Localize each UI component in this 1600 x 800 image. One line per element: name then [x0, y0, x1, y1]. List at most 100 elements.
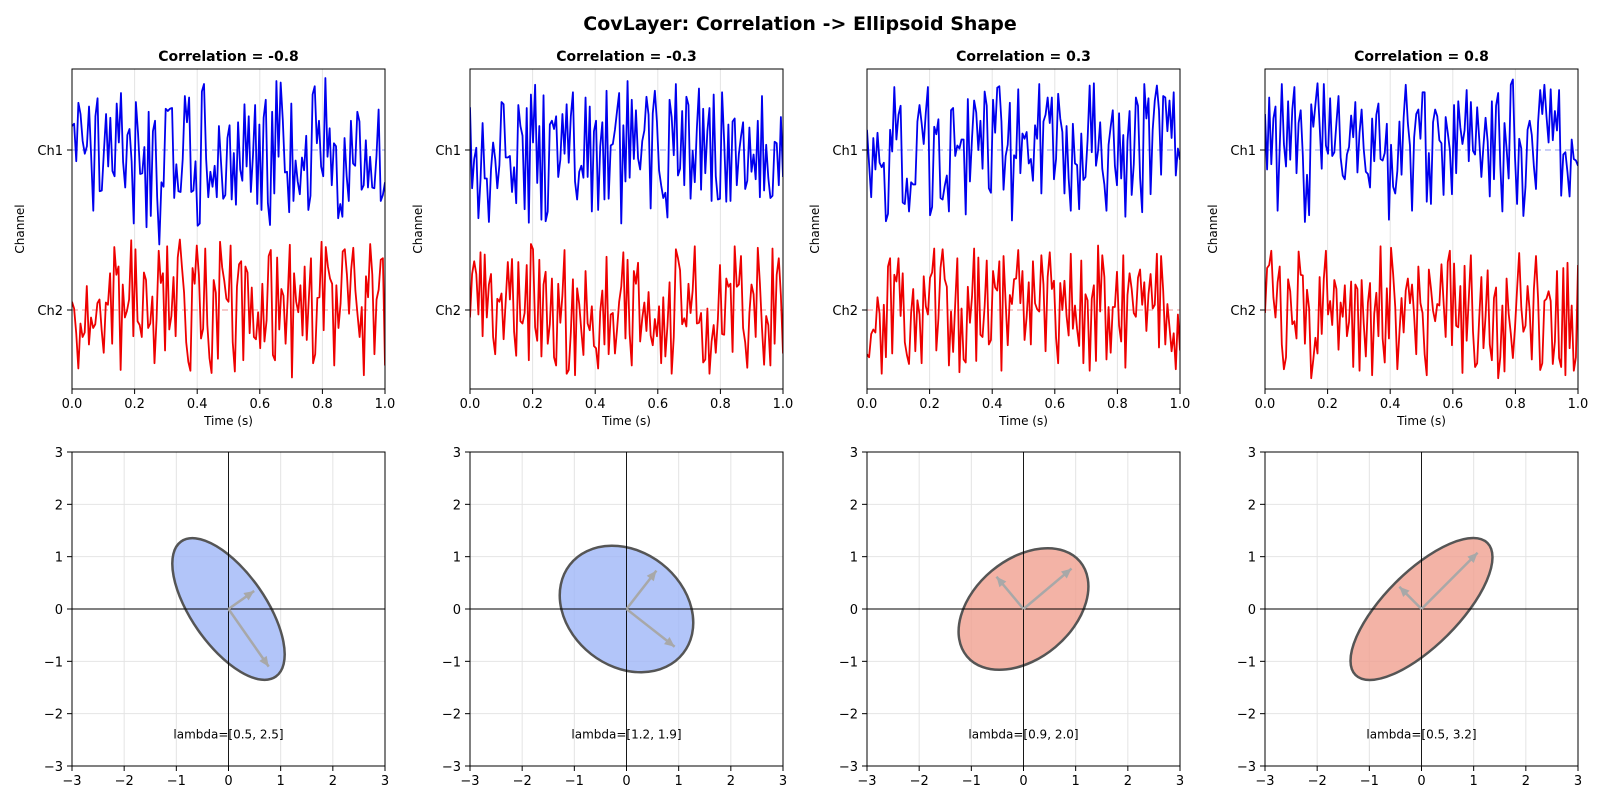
eigenvector-arrow — [1420, 551, 1479, 610]
y-tick-label: −2 — [839, 708, 858, 723]
ch2-signal-line — [470, 243, 783, 377]
arrow-head — [1467, 552, 1478, 563]
x-tick-label: 0 — [224, 774, 232, 789]
y-tick-label: 0 — [55, 603, 63, 618]
x-axis-label: Time (s) — [1396, 414, 1446, 428]
x-tick-label: −3 — [1255, 774, 1274, 789]
ch1-signal-line — [1265, 78, 1578, 223]
y-axis-label: Channel — [808, 204, 822, 253]
arrow-head — [243, 590, 255, 601]
x-tick-label: 0.0 — [857, 397, 878, 412]
x-tick-label: 1 — [1470, 774, 1478, 789]
figure-title: CovLayer: Correlation -> Ellipsoid Shape — [583, 13, 1016, 35]
ch2-signal-line — [1265, 245, 1578, 380]
ch1-signal-line — [72, 77, 385, 246]
y-axis-label: Channel — [411, 204, 425, 253]
x-tick-label: −3 — [62, 774, 81, 789]
x-tick-label: −1 — [167, 774, 186, 789]
y-tick-label: −2 — [442, 708, 461, 723]
plot-frame — [866, 68, 1181, 390]
x-tick-label: 2 — [329, 774, 337, 789]
x-tick-label: 0.2 — [522, 397, 543, 412]
timeseries-panel: Correlation = -0.3 0.0 0.2 0.4 0.6 0.8 1.0 Ch1 C… — [411, 49, 793, 428]
x-tick-label: 1.0 — [1170, 397, 1191, 412]
y-tick-label: 1 — [1248, 551, 1256, 566]
y-tick-label: 2 — [55, 498, 63, 513]
x-tick-label: −1 — [565, 774, 584, 789]
y-tick-label: 2 — [453, 498, 461, 513]
x-tick-label: 3 — [1574, 774, 1582, 789]
y-tick-label: 1 — [850, 551, 858, 566]
x-tick-label: 0.8 — [312, 397, 333, 412]
eigenvector-arrow — [1022, 567, 1073, 610]
x-tick-label: 1.0 — [1568, 397, 1589, 412]
x-tick-label: 0.4 — [1380, 397, 1401, 412]
y-tick-label: 3 — [1248, 446, 1256, 461]
x-tick-label: 2 — [1124, 774, 1132, 789]
y-tick-label: Ch2 — [37, 304, 63, 319]
x-axis-label: Time (s) — [601, 414, 651, 428]
y-tick-label: Ch2 — [832, 304, 858, 319]
ch1-signal-line — [867, 82, 1180, 223]
y-tick-label: −3 — [1237, 760, 1256, 775]
x-tick-label: −3 — [857, 774, 876, 789]
eigenvector-arrow — [227, 608, 270, 668]
plot-frame — [469, 68, 784, 390]
x-tick-label: −1 — [1360, 774, 1379, 789]
arrow-head — [1399, 586, 1410, 598]
y-tick-label: 2 — [850, 498, 858, 513]
y-tick-label: 3 — [55, 446, 63, 461]
x-tick-label: 0.4 — [585, 397, 606, 412]
arrow-head — [646, 570, 657, 582]
y-tick-label: −1 — [44, 655, 63, 670]
y-tick-label: Ch1 — [832, 144, 858, 159]
x-tick-label: 0 — [1417, 774, 1425, 789]
x-tick-label: 0.6 — [1044, 397, 1065, 412]
lambda-annotation: lambda=[0.5, 2.5] — [173, 728, 283, 742]
x-tick-label: 0.0 — [62, 397, 83, 412]
x-tick-label: 0.0 — [1255, 397, 1276, 412]
x-tick-label: 0 — [1019, 774, 1027, 789]
x-tick-label: −2 — [1308, 774, 1327, 789]
plot-frame — [1264, 68, 1579, 390]
x-tick-label: 0.6 — [1442, 397, 1463, 412]
y-tick-label: −3 — [442, 760, 461, 775]
x-tick-label: 0.2 — [919, 397, 940, 412]
y-tick-label: Ch1 — [37, 144, 63, 159]
ellipse-panel: −3−3 −2 −2 −1 −1 0 0 1 1 2 2 3 3 lambda=[0.9, 2.0] — [839, 446, 1184, 789]
y-tick-label: −2 — [1237, 708, 1256, 723]
panel-title: Correlation = 0.8 — [1354, 49, 1489, 65]
panels: Correlation = -0.8 0.0 0.2 0.4 0.6 0.8 1.0 Ch1 C… — [13, 49, 1588, 789]
y-tick-label: Ch2 — [435, 304, 461, 319]
x-tick-label: 0.4 — [982, 397, 1003, 412]
lambda-annotation: lambda=[0.9, 2.0] — [968, 728, 1078, 742]
y-tick-label: Ch2 — [1230, 304, 1256, 319]
x-tick-label: −2 — [910, 774, 929, 789]
x-tick-label: −3 — [460, 774, 479, 789]
x-tick-label: 3 — [1176, 774, 1184, 789]
y-tick-label: −1 — [442, 655, 461, 670]
panel-title: Correlation = -0.8 — [158, 49, 299, 65]
y-tick-label: −1 — [1237, 655, 1256, 670]
ch2-signal-line — [867, 244, 1180, 375]
y-tick-label: −2 — [44, 708, 63, 723]
y-tick-label: 3 — [453, 446, 461, 461]
timeseries-panel: Correlation = 0.8 0.0 0.2 0.4 0.6 0.8 1.0 Ch1 Ch… — [1206, 49, 1588, 428]
y-axis-label: Channel — [1206, 204, 1220, 253]
x-tick-label: 1 — [277, 774, 285, 789]
x-tick-label: 0.6 — [249, 397, 270, 412]
x-tick-label: 1 — [675, 774, 683, 789]
eigenvector-arrow — [625, 608, 676, 648]
x-axis-label: Time (s) — [203, 414, 253, 428]
x-tick-label: 1.0 — [773, 397, 794, 412]
arrow-head — [259, 655, 269, 667]
y-tick-label: −1 — [839, 655, 858, 670]
x-tick-label: 0.2 — [1317, 397, 1338, 412]
y-tick-label: −3 — [44, 760, 63, 775]
panel-title: Correlation = 0.3 — [956, 49, 1091, 65]
lambda-annotation: lambda=[1.2, 1.9] — [571, 728, 681, 742]
x-axis-label: Time (s) — [998, 414, 1048, 428]
y-tick-label: 3 — [850, 446, 858, 461]
